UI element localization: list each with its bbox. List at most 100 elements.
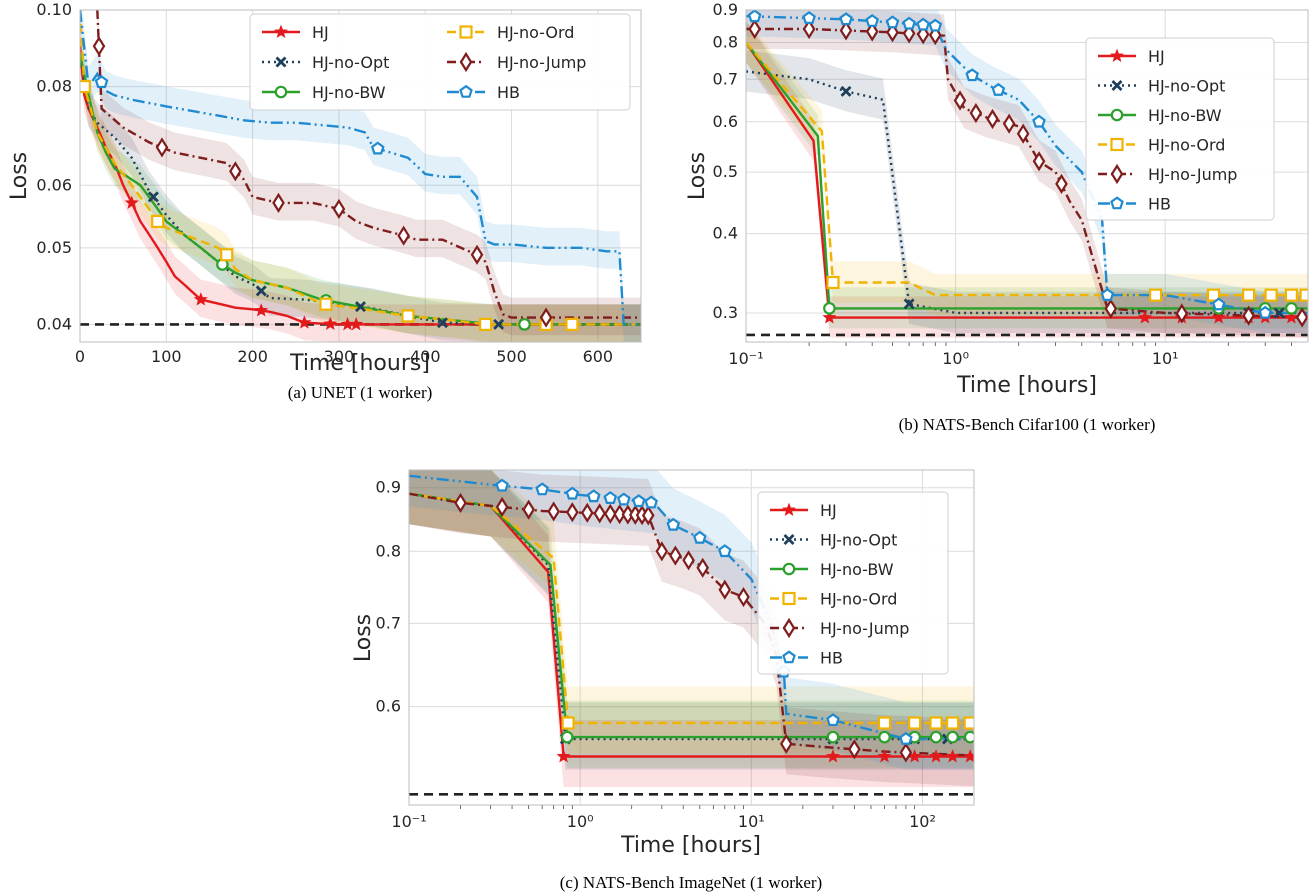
legend-marker-hj-no-ord	[782, 591, 796, 606]
x-tick-label: 10⁻¹	[391, 812, 426, 831]
y-tick-label: 0.3	[713, 303, 738, 322]
legend-item-hj-no-ord: HJ-no-Ord	[447, 23, 574, 42]
hj-no-jump-marker	[495, 496, 509, 518]
hj-no-jump-marker	[566, 502, 579, 523]
legend-label-hj-no-opt: HJ-no-Opt	[820, 531, 897, 550]
legend-item-hb: HB	[1098, 195, 1171, 214]
y-tick-label: 0.7	[376, 613, 401, 632]
y-tick-label: 0.10	[36, 0, 72, 19]
hj-no-ord-marker	[220, 248, 234, 262]
hj-marker	[323, 316, 338, 330]
hj-no-jump-marker	[397, 225, 410, 246]
caption: (a) UNET (1 worker)	[288, 383, 433, 402]
hj-marker	[825, 749, 840, 763]
hj-no-ord-band	[409, 470, 974, 754]
hb-marker	[692, 530, 707, 544]
hb-marker	[965, 68, 980, 82]
hj-marker	[1284, 310, 1299, 324]
legend-box	[249, 13, 631, 111]
hj-no-ord-marker	[1264, 288, 1278, 302]
hb-line	[409, 474, 974, 741]
hj-no-ord-line	[409, 492, 974, 725]
hj-no-ord-marker	[1206, 288, 1221, 302]
legend-label-hj-no-opt: HJ-no-Opt	[1148, 77, 1225, 96]
hb-band	[409, 470, 974, 770]
hj-band	[80, 26, 641, 342]
hj-marker	[124, 195, 139, 209]
legend-marker-hj	[1109, 48, 1125, 62]
hj-no-jump-marker	[272, 192, 285, 213]
y-axis-label: Loss	[351, 614, 376, 662]
legend-marker-hj-no-bw	[782, 562, 796, 576]
x-tick-label: 10¹	[738, 812, 765, 831]
legend-marker-hj-no-bw	[274, 85, 288, 99]
hj-no-jump-marker	[669, 545, 682, 566]
x-tick-label: 10⁰	[567, 812, 594, 831]
hb-marker	[535, 482, 549, 496]
series-lines	[746, 15, 1308, 337]
hj-marker	[193, 292, 208, 306]
hj-marker	[1137, 310, 1152, 324]
legend-label-hj-no-bw: HJ-no-BW	[1148, 106, 1222, 125]
legend-item-hj-no-jump: HJ-no-Jump	[447, 51, 586, 73]
hj-no-jump-marker	[802, 18, 816, 40]
hj-no-jump-marker	[865, 21, 879, 42]
legend: HJ HJ-no-Opt HJ-no-BW HJ-no-Ord HJ-no-Jump HB	[1085, 37, 1275, 221]
legend-item-hj-no-jump: HJ-no-Jump	[770, 617, 909, 639]
hj-no-jump-marker	[1175, 303, 1189, 324]
hb-marker	[916, 17, 930, 31]
hb-marker	[991, 82, 1006, 96]
hj-no-jump-band	[746, 10, 1308, 338]
legend-marker-hj-no-ord	[459, 25, 473, 39]
hj-no-jump-marker	[593, 503, 606, 524]
panel-imagenet: 10⁻¹ 10⁰ 10¹ 10² 0.6 0.7 0.8 0.9 Time [hours] L…	[351, 469, 975, 892]
hj-no-ord-marker	[1299, 288, 1308, 302]
legend-label-hj-no-ord: HJ-no-Ord	[1148, 136, 1225, 155]
hj-no-jump-marker	[848, 739, 861, 760]
hj-no-jump-marker	[986, 108, 999, 130]
hb-marker	[899, 731, 913, 745]
hj-no-ord-marker	[826, 275, 840, 290]
hj-no-ord-marker	[908, 716, 922, 730]
legend-item-hj: HJ	[770, 501, 837, 520]
x-axis-label: Time [hours]	[956, 373, 1097, 398]
hj-no-ord-band	[746, 21, 1308, 316]
hj-no-opt-marker	[903, 298, 915, 310]
hb-marker	[631, 494, 646, 508]
legend-marker-hj-no-jump	[459, 51, 473, 73]
hb-marker	[928, 18, 943, 32]
hj-marker	[556, 749, 571, 763]
hb-marker	[603, 491, 618, 504]
hj-no-bw-marker	[946, 730, 959, 744]
hb-marker	[495, 478, 509, 492]
tick-labels: 10⁻¹ 10⁰ 10¹ 10² 0.6 0.7 0.8 0.9	[376, 478, 936, 831]
hj-no-jump-marker	[1104, 298, 1118, 319]
y-tick-label: 0.08	[36, 77, 72, 96]
x-axis-label: Time [hours]	[289, 351, 430, 376]
legend-label-hb: HB	[1148, 195, 1171, 214]
legend-item-hj: HJ	[1098, 47, 1165, 66]
y-axis-label: Loss	[7, 152, 32, 200]
hj-no-jump-marker	[229, 161, 242, 182]
hj-no-bw-marker	[878, 730, 891, 744]
hb-marker	[586, 489, 601, 503]
series-markers	[747, 10, 1308, 328]
y-tick-label: 0.9	[376, 478, 401, 497]
legend-marker-hj-no-bw	[1110, 108, 1124, 122]
y-tick-label: 0.6	[376, 697, 401, 716]
hj-no-jump-marker	[1032, 151, 1046, 172]
legend-item-hj-no-opt: HJ-no-Opt	[1098, 77, 1225, 96]
hb-marker	[1032, 114, 1046, 128]
hj-no-opt-marker	[355, 301, 366, 313]
x-tick-label: 100	[151, 347, 182, 366]
hj-no-opt-band	[746, 50, 1308, 334]
tick-labels: 10⁻¹ 10⁰ 10¹ 0.3 0.4 0.5 0.6 0.7 0.8 0.9	[713, 0, 1179, 368]
hb-marker	[747, 10, 762, 23]
hb-marker	[644, 495, 658, 509]
hj-no-bw-marker	[823, 302, 836, 315]
hj-no-ord-marker	[963, 716, 974, 730]
hb-marker	[865, 13, 880, 27]
hj-no-ord-marker	[319, 297, 333, 311]
hj-no-bw-band	[409, 470, 974, 768]
